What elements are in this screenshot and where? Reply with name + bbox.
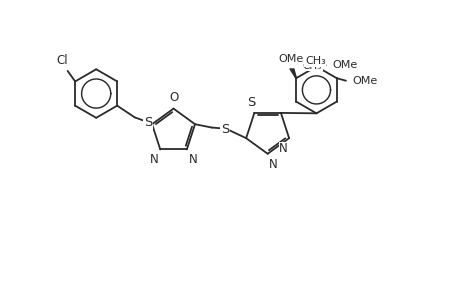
Text: N: N (269, 158, 277, 171)
Text: N: N (189, 153, 197, 166)
Text: CH₃: CH₃ (302, 61, 321, 71)
Text: N: N (279, 142, 287, 155)
Text: O: O (168, 91, 178, 103)
Text: S: S (246, 96, 255, 109)
Text: OMe: OMe (331, 60, 357, 70)
Text: O: O (283, 53, 292, 66)
Text: N: N (149, 153, 158, 166)
Text: CH₃: CH₃ (304, 56, 325, 66)
Text: S: S (144, 116, 152, 129)
Text: OMe: OMe (278, 54, 303, 64)
Text: S: S (220, 123, 229, 136)
Text: Cl: Cl (57, 54, 68, 67)
Text: OMe: OMe (352, 76, 377, 86)
Text: O: O (285, 52, 294, 65)
